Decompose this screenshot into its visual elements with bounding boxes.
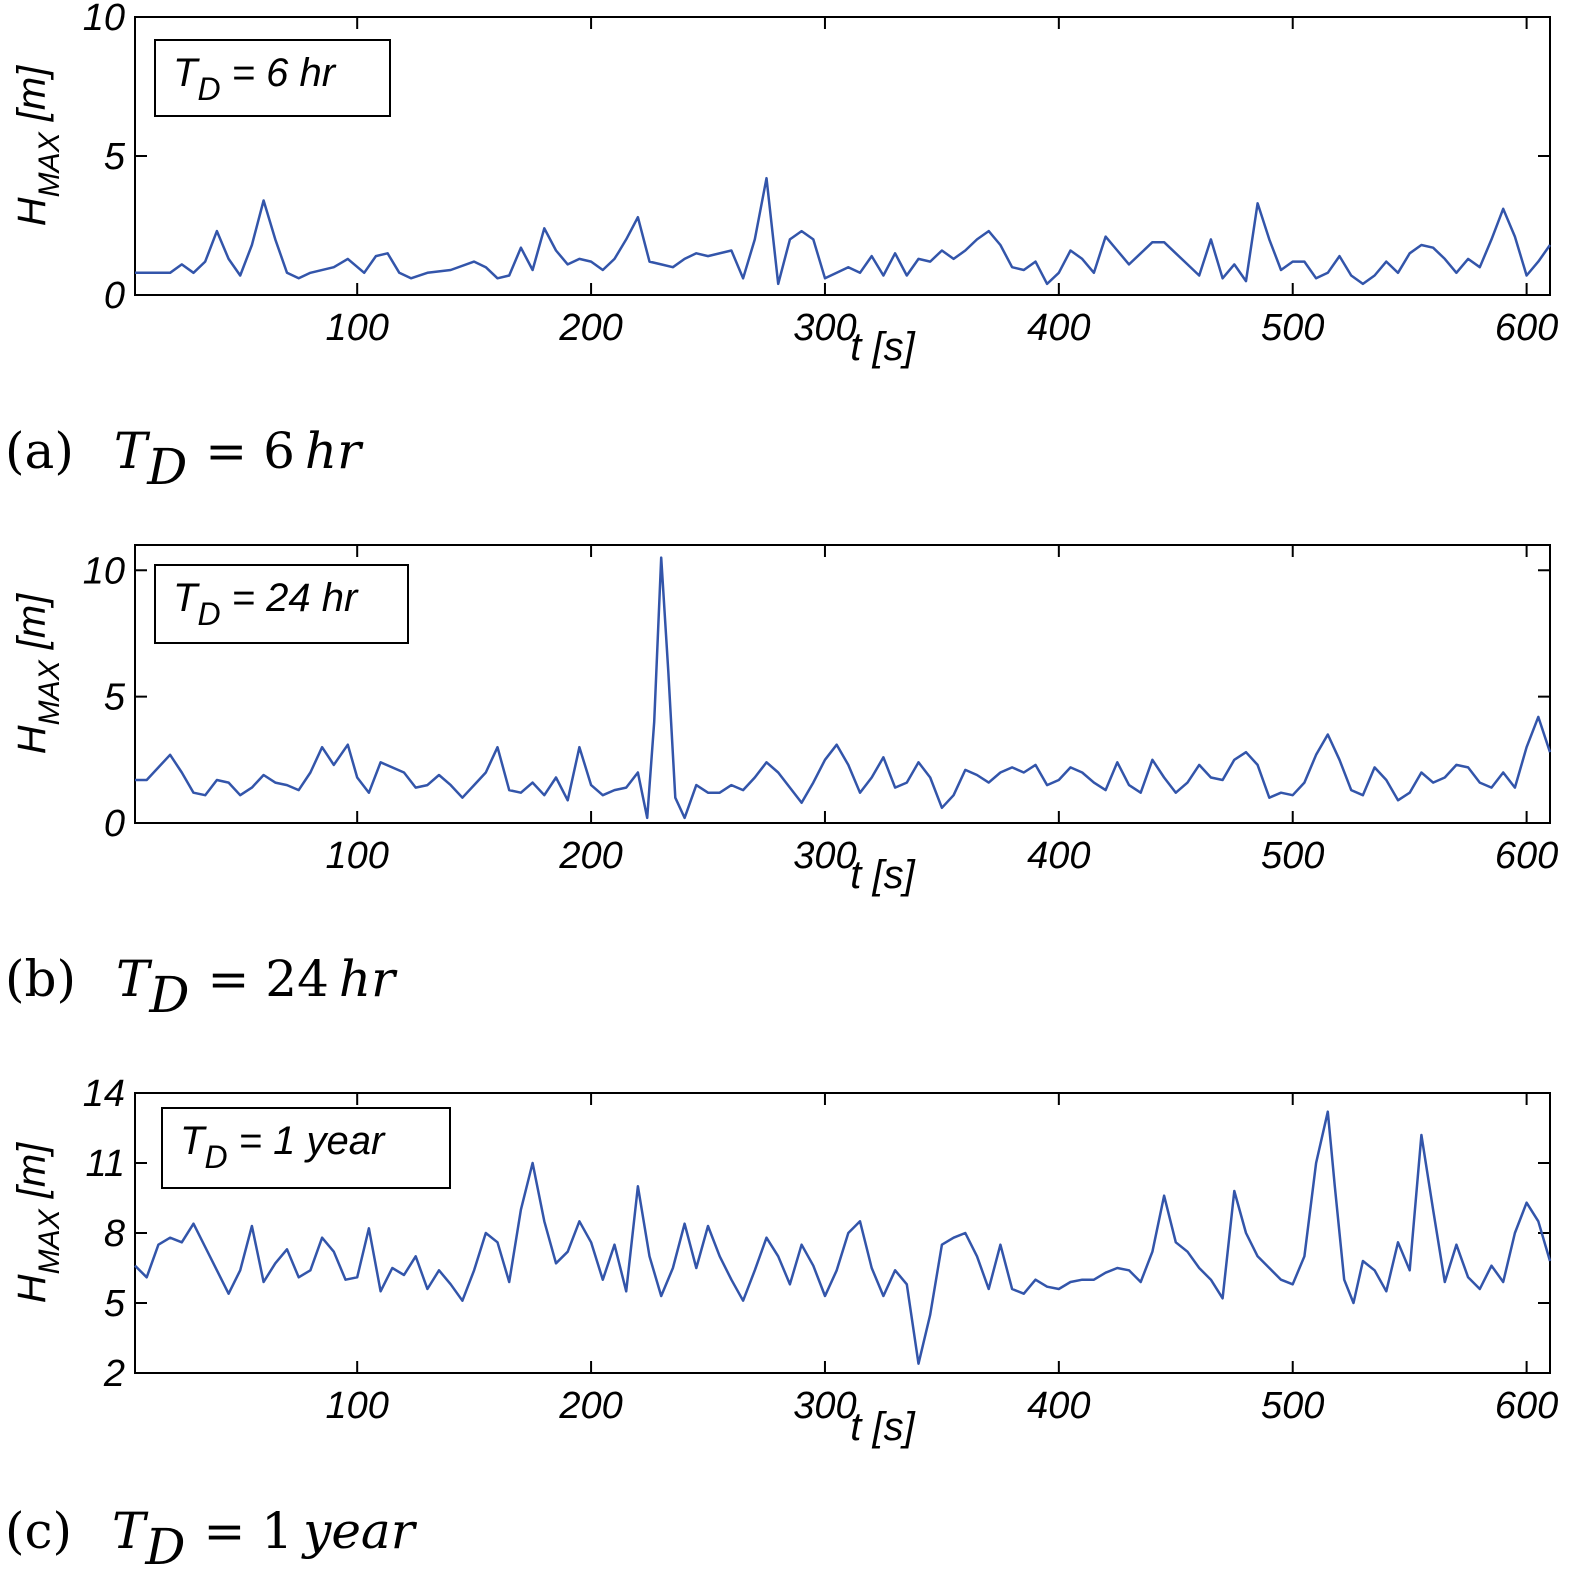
y-tick-label: 14: [83, 1073, 125, 1115]
legend-label: TD = 6 hr: [173, 51, 337, 107]
x-tick-label: 500: [1261, 835, 1324, 877]
x-tick-label: 300: [793, 307, 856, 349]
x-tick-label: 200: [558, 1385, 622, 1427]
chart-panel-2: 100 200 300 400 500 600 0 5 10 TD = 24 hr t [s] HMA…: [5, 544, 1558, 1024]
y-tick-label: 8: [104, 1213, 125, 1255]
y-tick-label: 5: [104, 677, 126, 719]
x-axis-label: t [s]: [850, 325, 915, 369]
x-tick-label: 300: [793, 1385, 856, 1427]
legend-label: TD = 1 year: [180, 1119, 386, 1175]
y-tick-label: 11: [86, 1143, 125, 1185]
y-axis-label: HMAX [m]: [10, 1142, 66, 1303]
x-tick-label: 600: [1495, 835, 1558, 877]
x-tick-label: 200: [558, 835, 622, 877]
y-tick-label: 2: [103, 1353, 125, 1395]
panel-caption: (b) TD = 24 hr: [5, 950, 398, 1024]
series-line-hmax: [134, 1110, 1552, 1365]
x-tick-label: 600: [1495, 1385, 1558, 1427]
chart-panel-3: 100 200 300 400 500 600 2 5 8 11 14 TD = 1 year t [s…: [5, 1073, 1558, 1575]
series-line-hmax: [135, 556, 1552, 820]
x-tick-label: 400: [1027, 307, 1090, 349]
x-tick-label: 400: [1027, 835, 1090, 877]
x-tick-label: 300: [793, 835, 856, 877]
legend-box: [161, 1107, 451, 1189]
x-tick-label: 100: [325, 835, 388, 877]
legend-box: [154, 39, 391, 117]
panel-caption: (a) TD = 6 hr: [5, 422, 364, 496]
y-tick-label: 5: [104, 1283, 126, 1325]
y-tick-label: 10: [83, 0, 125, 39]
panel-caption: (c) TD = 1 year: [5, 1502, 418, 1575]
legend-box: [154, 564, 409, 644]
y-tick-label: 10: [83, 550, 125, 592]
chart-panel-1: 100 200 300 400 500 600 0 5 10 TD = 6 hr t [s] HMAX…: [5, 0, 1558, 496]
y-axis-label: HMAX [m]: [10, 593, 66, 754]
x-tick-label: 500: [1261, 1385, 1324, 1427]
x-axis-label: t [s]: [850, 1405, 915, 1449]
x-tick-label: 100: [325, 1385, 388, 1427]
series-line-hmax: [135, 176, 1552, 286]
y-tick-label: 0: [104, 275, 125, 317]
x-tick-label: 200: [558, 307, 622, 349]
x-tick-label: 100: [325, 307, 388, 349]
axes-box: [134, 544, 1551, 824]
y-tick-label: 5: [104, 136, 126, 178]
y-axis-label: HMAX [m]: [10, 65, 66, 226]
x-tick-label: 400: [1027, 1385, 1090, 1427]
x-tick-label: 500: [1261, 307, 1324, 349]
x-axis-label: t [s]: [850, 853, 915, 897]
y-tick-label: 0: [104, 803, 125, 845]
legend-label: TD = 24 hr: [173, 576, 359, 632]
x-tick-label: 600: [1495, 307, 1558, 349]
